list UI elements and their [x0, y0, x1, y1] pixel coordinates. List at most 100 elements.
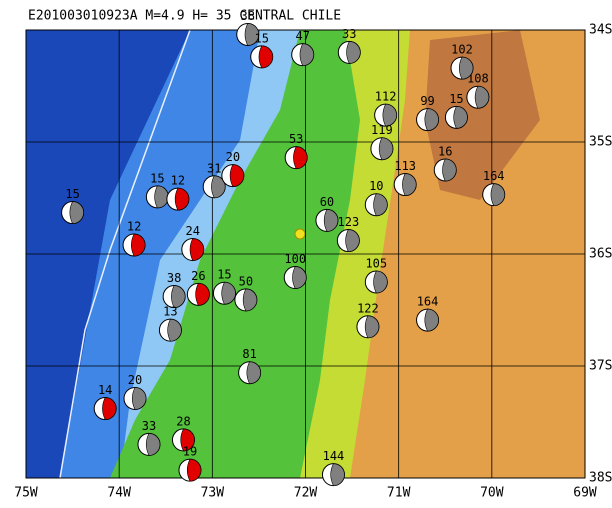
compression-quadrant [246, 361, 261, 385]
depth-label: 113 [394, 159, 416, 173]
compression-quadrant [458, 56, 474, 80]
focal-mechanism [336, 229, 360, 253]
compression-quadrant [382, 103, 397, 127]
depth-label: 28 [176, 414, 190, 428]
depth-label: 15 [449, 92, 463, 106]
compression-quadrant [299, 43, 314, 66]
compression-quadrant [145, 433, 161, 456]
depth-label: 26 [191, 269, 205, 283]
depth-label: 112 [375, 90, 397, 104]
focal-mechanism [123, 386, 147, 410]
compression-quadrant [174, 187, 190, 211]
focal-mechanism [93, 397, 117, 421]
compression-quadrant [195, 283, 210, 306]
y-tick-label: 37S [589, 359, 612, 374]
depth-label: 16 [438, 145, 452, 159]
depth-label: 122 [357, 301, 379, 315]
depth-label: 33 [342, 27, 356, 41]
compression-quadrant [323, 209, 339, 232]
depth-label: 10 [369, 179, 383, 193]
focal-mechanism [374, 103, 398, 127]
depth-label: 144 [323, 449, 345, 463]
x-tick-label: 70W [480, 486, 504, 501]
x-tick-label: 71W [387, 486, 411, 501]
depth-label: 164 [417, 295, 439, 309]
focal-mechanism [433, 158, 457, 182]
depth-label: 19 [183, 445, 197, 459]
focal-mechanism [236, 22, 260, 46]
depth-label: 53 [289, 132, 303, 146]
focal-mechanism [212, 281, 236, 305]
focal-mechanism [364, 193, 388, 217]
focal-mechanism [238, 361, 262, 385]
focal-mechanism [178, 458, 202, 482]
depth-label: 108 [467, 72, 489, 86]
depth-label: 81 [242, 347, 256, 361]
focal-mechanism [284, 146, 308, 170]
focal-mechanism [162, 285, 186, 309]
y-tick-label: 38S [589, 471, 612, 486]
compression-quadrant [229, 164, 245, 187]
focal-mechanism [186, 282, 210, 306]
focal-mechanism [482, 183, 506, 207]
depth-label: 105 [365, 257, 387, 271]
depth-label: 24 [186, 224, 200, 238]
compression-quadrant [378, 137, 394, 161]
depth-label: 50 [239, 274, 253, 288]
compression-quadrant [221, 281, 236, 305]
compression-quadrant [154, 185, 169, 209]
x-tick-label: 69W [573, 486, 597, 501]
depth-label: 60 [320, 195, 334, 209]
focal-mechanism [122, 233, 146, 257]
depth-label: 12 [171, 174, 185, 188]
depth-label: 100 [284, 252, 306, 266]
compression-quadrant [424, 308, 439, 332]
y-tick-label: 34S [589, 23, 612, 38]
compression-quadrant [189, 238, 204, 261]
depth-label: 20 [226, 150, 240, 164]
depth-label: 15 [65, 187, 79, 201]
compression-quadrant [293, 146, 308, 169]
compression-quadrant [131, 233, 146, 257]
compression-quadrant [211, 175, 226, 199]
depth-label: 119 [371, 123, 393, 137]
compression-quadrant [242, 288, 258, 312]
depth-label: 38 [241, 9, 255, 23]
depth-label: 12 [127, 220, 141, 234]
depth-label: 13 [163, 305, 177, 319]
depth-label: 33 [142, 419, 156, 433]
compression-quadrant [171, 285, 186, 308]
depth-label: 47 [295, 29, 309, 43]
depth-label: 123 [338, 215, 360, 229]
x-tick-label: 74W [107, 486, 131, 501]
x-tick-label: 73W [201, 486, 225, 501]
compression-quadrant [442, 158, 457, 182]
map-title: E201003010923A M=4.9 H= 35 CENTRAL CHILE [28, 9, 341, 24]
focal-mechanism [250, 45, 274, 69]
focal-mechanism [364, 270, 388, 294]
focal-mechanism [393, 173, 417, 197]
depth-label: 99 [420, 94, 434, 108]
focal-mechanism [444, 105, 468, 129]
x-tick-label: 72W [294, 486, 318, 501]
depth-label: 102 [451, 43, 473, 57]
depth-label: 164 [483, 169, 505, 183]
focal-mechanism [221, 164, 245, 188]
focal-mechanism [234, 288, 258, 312]
focal-mechanism [61, 201, 85, 225]
compression-quadrant [373, 193, 388, 217]
x-tick-label: 75W [14, 486, 38, 501]
focal-mechanism [356, 315, 380, 339]
compression-quadrant [453, 106, 468, 129]
focal-mechanism [181, 238, 205, 262]
depth-label: 15 [254, 31, 268, 45]
compression-quadrant [474, 85, 490, 109]
compression-quadrant [292, 266, 307, 289]
depth-label: 15 [217, 268, 231, 282]
focal-mechanism [145, 185, 169, 209]
compression-quadrant [186, 458, 202, 482]
compression-quadrant [345, 229, 360, 252]
depth-label: 14 [98, 383, 112, 397]
focal-mechanism [137, 432, 161, 456]
